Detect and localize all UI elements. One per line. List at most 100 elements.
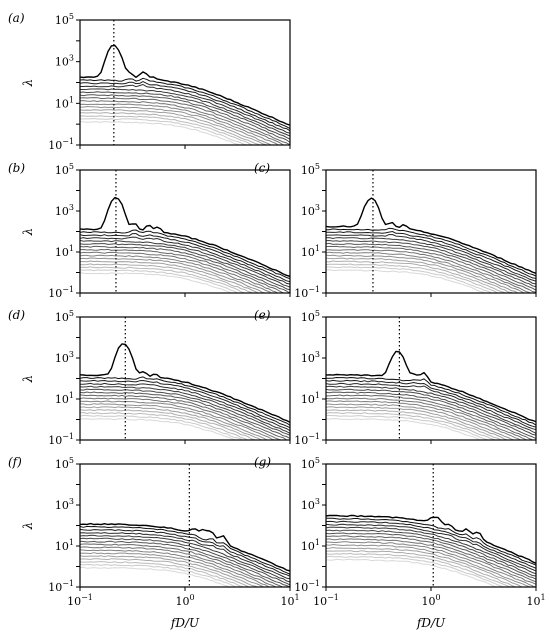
series-line-8 [80,97,290,145]
series-line-2 [326,517,536,566]
y-tick-label: 101 [55,95,74,110]
axes-frame [79,169,291,294]
x-axis-label: fD/U [170,616,200,630]
y-tick-label: 103 [55,350,74,365]
series-line-5 [80,385,290,434]
series-line-15 [326,414,489,440]
series-line-16 [80,566,232,587]
series-line-3 [80,81,290,132]
series-line-1 [80,522,290,572]
series-line-14 [326,412,497,440]
series-line-16 [326,269,487,293]
series-line-10 [80,549,272,587]
series-line-15 [80,563,238,587]
series-line-6 [80,91,290,140]
y-tick-label: 10−1 [48,432,74,447]
series-line-3 [326,520,536,569]
series-line-2 [80,376,290,426]
panel-label: (c) [254,161,270,175]
series-line-2 [326,227,536,277]
series-group [326,350,536,440]
x-tick-label: 10−1 [67,593,93,608]
y-tick-label: 105 [301,456,320,471]
panel-d: 10−1 101 103 105 (d) λ [8,308,291,447]
y-axis-label: λ [21,522,35,531]
panel-label: (a) [8,11,25,25]
series-line-12 [80,260,260,293]
panel-c: 10−1 101 103 105 (c) [254,161,537,300]
series-line-13 [80,263,254,293]
series-line-10 [80,103,280,145]
series-line-8 [326,394,535,440]
series-line-4 [80,84,290,134]
series-group [326,197,536,293]
series-line-12 [80,555,259,587]
series-line-3 [326,379,536,428]
series-line-5 [80,88,290,137]
series-line-1 [80,196,290,278]
series-line-12 [326,547,523,587]
y-tick-label: 105 [55,12,74,27]
series-line-11 [80,257,267,293]
series-line-6 [326,529,536,577]
series-line-12 [326,257,514,293]
series-line-9 [80,397,283,440]
panel-label: (b) [8,161,25,175]
series-line-2 [80,525,290,575]
panel-label: (f) [8,455,22,469]
series-line-3 [80,528,290,577]
series-line-4 [80,382,290,432]
series-group [80,196,290,293]
panel-e: 10−1 101 103 105 (e) [254,308,537,447]
series-line-6 [80,243,290,291]
y-tick-label: 10−1 [294,285,320,300]
series-line-1 [80,44,290,126]
series-line-4 [326,382,536,431]
series-line-10 [326,541,536,587]
series-line-2 [80,229,290,280]
panel-f: 10−1 101 103 105 10−1 100 101 (f) λ fD/U [8,455,300,630]
series-line-7 [326,532,536,580]
y-axis-label: λ [21,228,35,237]
series-line-14 [80,412,249,440]
series-line-2 [80,77,290,129]
series-line-13 [80,112,261,145]
series-line-13 [326,260,507,293]
series-line-8 [80,543,284,587]
series-line-8 [326,535,536,583]
series-line-9 [326,538,536,585]
series-line-11 [80,106,273,145]
series-line-9 [80,546,278,587]
y-tick-label: 105 [55,162,74,177]
series-line-6 [80,537,290,586]
series-line-16 [326,558,498,587]
y-tick-label: 10−1 [48,137,74,152]
series-line-5 [80,239,290,288]
series-line-14 [326,552,512,587]
series-line-11 [326,403,516,440]
series-line-9 [326,249,532,293]
y-tick-label: 101 [55,244,74,259]
y-tick-label: 105 [55,456,74,471]
series-line-7 [80,245,290,293]
y-tick-label: 10−1 [294,579,320,594]
series-line-10 [326,251,526,293]
series-line-5 [326,526,536,575]
series-line-7 [80,540,290,587]
y-tick-label: 105 [301,309,320,324]
y-tick-label: 101 [55,538,74,553]
y-tick-label: 101 [301,244,320,259]
series-line-15 [80,269,239,293]
y-tick-label: 10−1 [294,432,320,447]
series-line-12 [80,406,263,440]
series-line-16 [80,121,241,145]
series-line-6 [326,388,536,436]
y-tick-label: 105 [301,162,320,177]
series-line-16 [326,418,482,440]
series-line-9 [326,397,529,440]
series-line-1 [80,343,290,423]
x-tick-label: 101 [526,593,545,608]
series-line-11 [326,544,531,587]
y-tick-label: 10−1 [48,285,74,300]
series-line-15 [80,414,244,440]
